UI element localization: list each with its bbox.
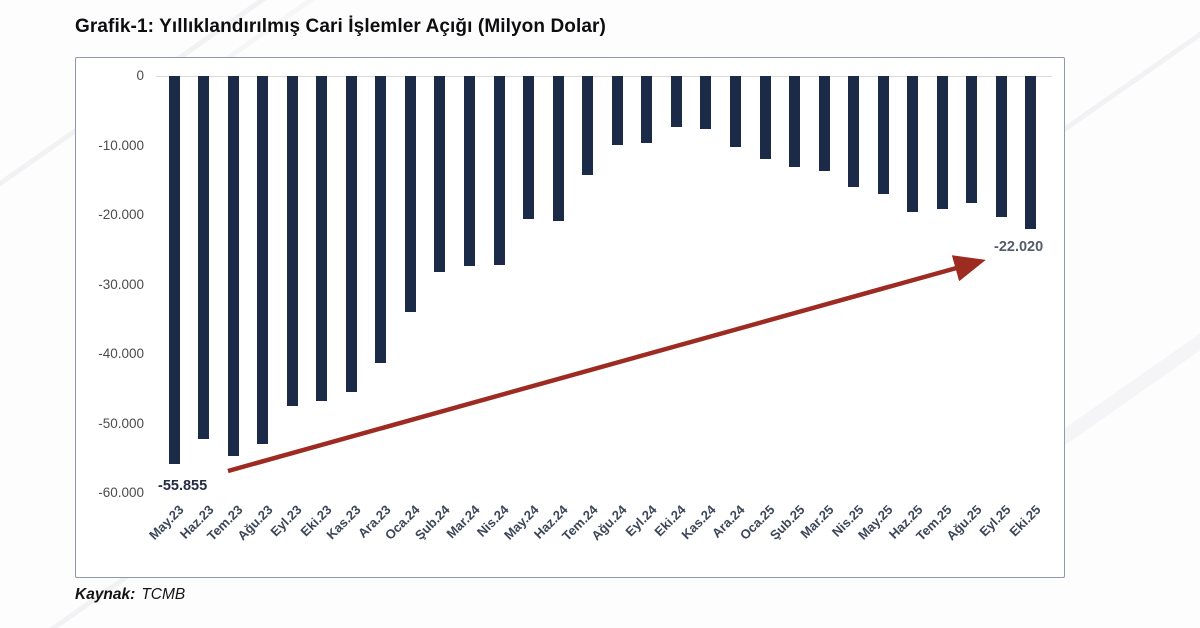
bar-Kas.24 bbox=[700, 76, 712, 129]
bar-May.25 bbox=[877, 76, 889, 195]
bar-Kas.23 bbox=[345, 76, 357, 393]
bar-May.24 bbox=[523, 76, 535, 220]
y-tick-label: -30.000 bbox=[98, 276, 144, 292]
bar-Ağu.23 bbox=[257, 76, 269, 444]
bar-Şub.25 bbox=[789, 76, 801, 167]
source-value: TCMB bbox=[141, 586, 186, 603]
annotation-last-value: -22.020 bbox=[994, 239, 1044, 255]
bar-Haz.25 bbox=[907, 76, 919, 212]
bar-Mar.25 bbox=[818, 76, 830, 171]
source-label: Kaynak: bbox=[75, 586, 136, 603]
bar-Eyl.24 bbox=[641, 76, 653, 144]
bar-Mar.24 bbox=[464, 76, 475, 266]
chart-title: Grafik-1: Yıllıklandırılmış Cari İşlemle… bbox=[75, 16, 606, 37]
y-tick-label: 0 bbox=[136, 68, 144, 83]
bar-Nis.24 bbox=[493, 76, 505, 265]
zero-axis-line bbox=[156, 76, 1052, 77]
y-tick-label: -10.000 bbox=[98, 137, 144, 153]
y-tick-label: -60.000 bbox=[98, 485, 144, 500]
bar-Eki.23 bbox=[316, 76, 328, 402]
y-tick-label: -20.000 bbox=[98, 207, 144, 222]
y-tick-label: -40.000 bbox=[98, 346, 144, 361]
bar-Eyl.25 bbox=[995, 76, 1007, 218]
bar-Eyl.23 bbox=[286, 76, 298, 407]
bar-Ağu.25 bbox=[966, 76, 978, 203]
chart-frame: 0 -10.000 -20.000 -30.000 -40.000 -50.000 -60.… bbox=[75, 57, 1065, 578]
bar-Haz.23 bbox=[198, 76, 210, 439]
bar-Oca.25 bbox=[759, 76, 771, 160]
source-line: Kaynak: TCMB bbox=[75, 586, 185, 604]
bar-Tem.25 bbox=[936, 76, 948, 210]
bar-Nis.25 bbox=[848, 76, 860, 187]
bar-Ara.24 bbox=[729, 76, 741, 147]
bar-May.23 bbox=[168, 76, 180, 465]
bar-Şub.24 bbox=[434, 76, 446, 272]
annotation-first-value: -55.855 bbox=[158, 478, 208, 494]
bar-Haz.24 bbox=[552, 76, 564, 221]
bar-Oca.24 bbox=[404, 76, 416, 313]
bar-Ara.23 bbox=[375, 76, 387, 363]
bar-Eki.25 bbox=[1025, 76, 1037, 229]
bar-Tem.24 bbox=[582, 76, 594, 176]
bar-Eki.24 bbox=[670, 76, 682, 128]
y-tick-label: -50.000 bbox=[98, 415, 144, 431]
bar-Tem.23 bbox=[227, 76, 239, 456]
bar-Ağu.24 bbox=[611, 76, 623, 145]
